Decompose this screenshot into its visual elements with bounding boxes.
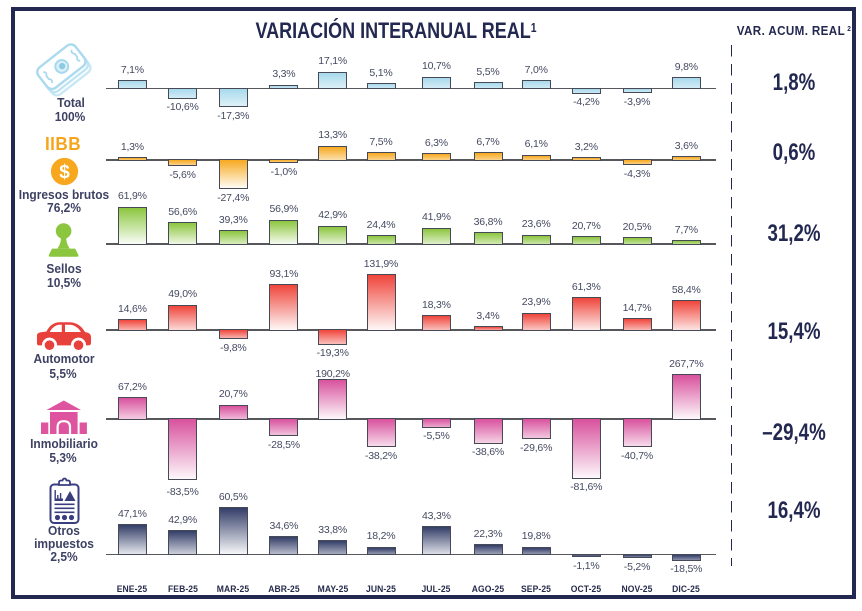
svg-text:$: $ <box>59 162 70 183</box>
